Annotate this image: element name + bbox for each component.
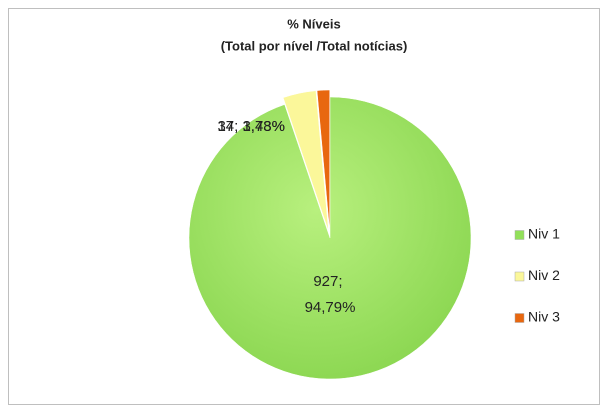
legend-swatch <box>514 313 525 323</box>
legend-label: Niv 3 <box>528 309 560 325</box>
data-label: 927; 94,79% <box>305 273 356 316</box>
chart-title: % Níveis <box>287 16 340 31</box>
chart-subtitle: (Total por nível /Total notícias) <box>221 38 408 53</box>
legend-label: Niv 2 <box>528 267 560 283</box>
data-label: 14; 1,43% <box>217 118 285 135</box>
legend-label: Niv 1 <box>528 226 560 242</box>
legend-swatch <box>514 230 525 240</box>
pie-slice <box>282 90 329 232</box>
legend-swatch <box>514 271 525 282</box>
pie-slice <box>188 96 472 380</box>
data-label: 37; 3,78% <box>217 118 285 135</box>
pie-slice <box>316 89 330 232</box>
